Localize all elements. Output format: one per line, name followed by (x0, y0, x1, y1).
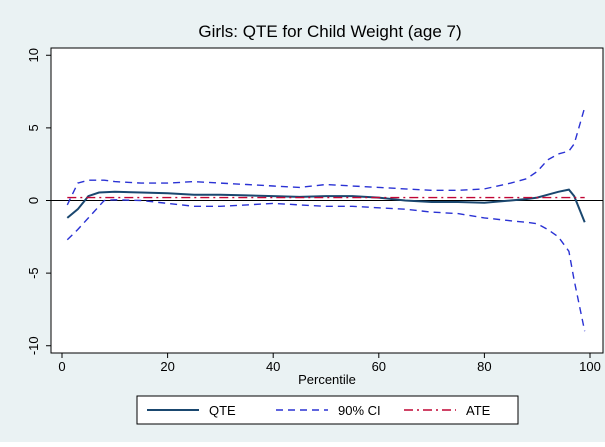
y-tick-label-10: 10 (26, 48, 41, 62)
x-tick-label-0: 0 (58, 359, 65, 374)
legend-label-qte: QTE (209, 403, 236, 418)
legend: QTE 90% CI ATE (136, 395, 519, 425)
y-tick-label-0: 0 (26, 197, 41, 204)
series-layer (66, 107, 586, 332)
chart-title: Girls: QTE for Child Weight (age 7) (198, 22, 461, 41)
x-tick-label-40: 40 (266, 359, 280, 374)
x-tick-label-60: 60 (372, 359, 386, 374)
series-line-90-ci-1 (66, 107, 586, 206)
y-tick-label--10: -10 (26, 336, 41, 355)
x-tick-label-80: 80 (477, 359, 491, 374)
legend-label-ate: ATE (466, 403, 491, 418)
x-tick-label-100: 100 (579, 359, 601, 374)
y-tick-label--5: -5 (26, 267, 41, 279)
legend-label-90-ci: 90% CI (338, 403, 381, 418)
series-line-90-ci-2 (66, 199, 586, 332)
series-line-qte-0 (66, 188, 586, 223)
x-tick-label-20: 20 (160, 359, 174, 374)
axes: 0 20 40 60 80 100 10 5 0 -5 -10 (26, 48, 603, 374)
y-tick-label-5: 5 (26, 124, 41, 131)
x-axis-label: Percentile (298, 372, 356, 387)
